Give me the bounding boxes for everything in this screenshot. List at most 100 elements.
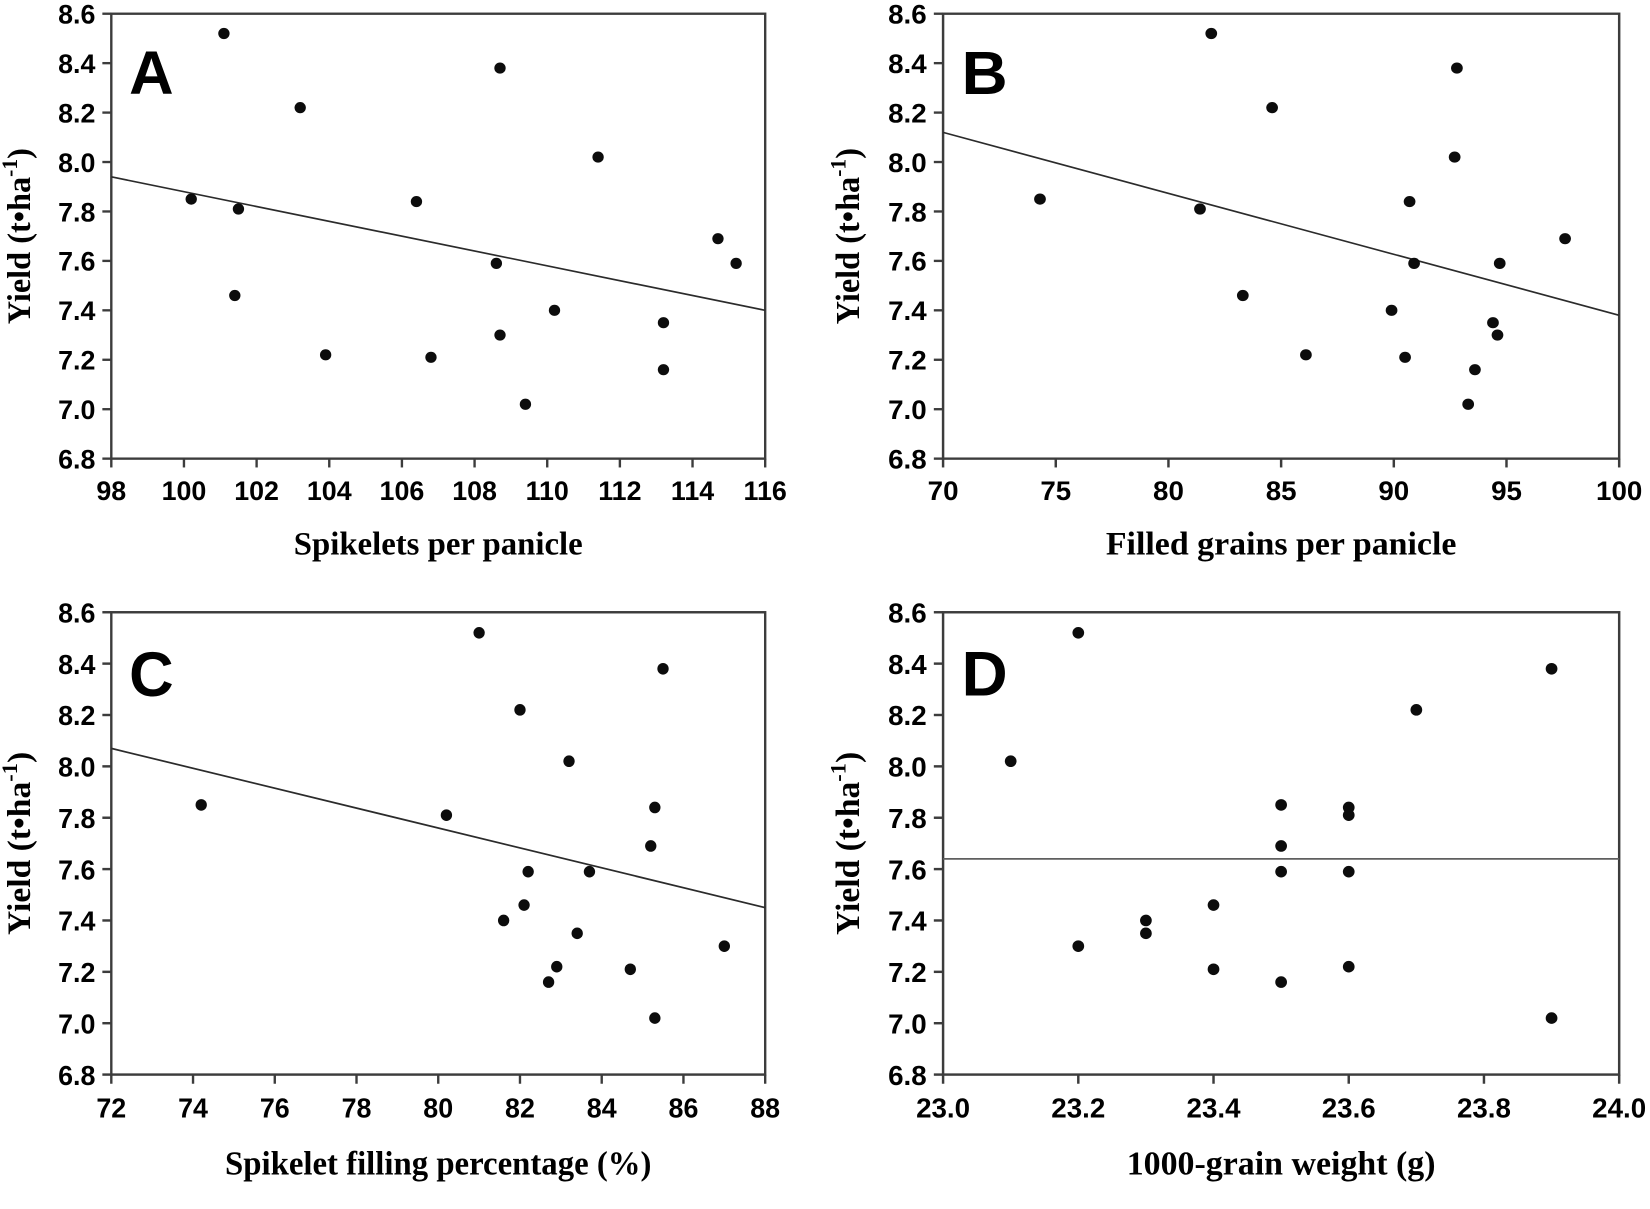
trend-line — [111, 747, 766, 909]
data-point — [1300, 349, 1312, 361]
x-tick-label: 80 — [423, 1092, 453, 1123]
data-point — [592, 151, 604, 163]
data-point — [1072, 626, 1085, 639]
x-tick-label: 80 — [1153, 475, 1184, 505]
x-tick-label: 116 — [744, 476, 787, 506]
y-tick-label: 7.6 — [888, 854, 927, 885]
panel-C: 72 74 76 78 80 82 84 86 88 6.8 7.0 7.2 7.4 7.6 7.8 8.0… — [0, 598, 795, 1209]
y-tick-label: 7.4 — [888, 296, 927, 326]
data-point — [649, 1012, 661, 1024]
y-axis-title-superscript: -1 — [0, 763, 22, 782]
data-point — [1207, 899, 1220, 911]
data-points — [195, 626, 730, 1024]
x-tick-label: 76 — [260, 1092, 290, 1123]
y-tick-label: 7.0 — [888, 395, 927, 425]
x-tick-label: 23.2 — [1051, 1092, 1105, 1123]
data-point — [1194, 203, 1206, 215]
data-point — [522, 865, 534, 878]
y-tick-label: 8.4 — [888, 649, 927, 680]
data-point — [1207, 963, 1220, 976]
y-axis-title-superscript: -1 — [0, 159, 22, 177]
scatter-plot-filled-grains: 70 75 80 85 90 95 100 6.8 7.0 7.2 7.4 7.6 7.8 8.0 8.2… — [828, 0, 1642, 562]
y-axis-ticks: 6.8 7.0 7.2 7.4 7.6 7.8 8.0 8.2 8.4 8.6 — [888, 0, 944, 474]
data-point — [1034, 193, 1046, 205]
x-tick-label: 112 — [598, 476, 641, 506]
x-axis-ticks: 23.0 23.2 23.4 23.6 23.8 24.0 — [916, 1074, 1646, 1123]
x-axis-title: Spikelet filling percentage (%) — [225, 1145, 651, 1182]
data-point — [494, 62, 506, 74]
x-tick-label: 90 — [1378, 475, 1409, 505]
y-axis-title: Yield (t•ha-1) — [828, 752, 867, 935]
data-point — [657, 364, 670, 376]
y-axis-title: Yield (t•ha-1) — [0, 752, 38, 935]
data-point — [583, 865, 596, 878]
data-point — [410, 195, 423, 208]
x-tick-label: 86 — [669, 1092, 699, 1123]
x-tick-label: 106 — [380, 476, 425, 506]
data-point — [657, 317, 670, 329]
panel-letter: A — [129, 39, 173, 107]
panel-letter: C — [129, 640, 173, 710]
x-tick-label: 70 — [928, 475, 959, 505]
y-axis-title-base: Yield (t•ha — [1, 781, 38, 935]
x-tick-label: 85 — [1266, 475, 1297, 505]
x-tick-label: 23.6 — [1322, 1092, 1376, 1123]
y-tick-label: 6.8 — [58, 445, 95, 475]
data-point — [1462, 398, 1475, 410]
y-axis-title-base: Yield (t•ha — [830, 782, 867, 935]
plot-frame — [110, 12, 767, 460]
y-tick-label: 8.6 — [58, 598, 95, 629]
x-axis-title: Filled grains per panicle — [1106, 526, 1457, 562]
panel-A: 98 100 102 104 106 108 110 112 114 116 6.8 7.0 7.2 7… — [0, 0, 795, 588]
data-point — [514, 704, 526, 716]
data-point — [1399, 351, 1411, 363]
data-point — [319, 349, 332, 361]
data-point — [232, 203, 245, 215]
data-point — [494, 329, 506, 341]
y-tick-label: 7.2 — [58, 957, 95, 988]
y-axis-title-end: ) — [830, 752, 867, 763]
y-tick-label: 7.0 — [58, 1008, 95, 1039]
plot-frame — [941, 12, 1621, 460]
panel-B: 70 75 80 85 90 95 100 6.8 7.0 7.2 7.4 7.6 7.8 8.0 8.2… — [828, 0, 1650, 588]
data-point — [1469, 364, 1481, 376]
y-axis-ticks: 6.8 7.0 7.2 7.4 7.6 7.8 8.0 8.2 8.4 8.6 — [58, 598, 112, 1091]
y-tick-label: 7.6 — [58, 247, 95, 277]
x-axis-ticks: 70 75 80 85 90 95 100 — [928, 458, 1642, 506]
data-point — [1448, 151, 1461, 163]
x-tick-label: 24.0 — [1592, 1092, 1646, 1123]
scatter-plot-grain-weight: 23.0 23.2 23.4 23.6 23.8 24.0 6.8 7.0 7.2 7.4 7.6… — [828, 598, 1646, 1182]
x-tick-label: 102 — [234, 476, 279, 506]
y-tick-label: 7.4 — [888, 906, 927, 937]
data-point — [1275, 865, 1287, 878]
data-point — [571, 927, 583, 940]
data-point — [649, 801, 661, 814]
x-tick-label: 104 — [307, 476, 352, 506]
data-point — [1140, 927, 1152, 940]
y-tick-label: 8.0 — [58, 148, 95, 178]
x-axis-title: Spikelets per panicle — [294, 527, 583, 563]
y-axis-title-base: Yield (t•ha — [2, 177, 38, 324]
data-point — [473, 626, 485, 639]
y-tick-label: 7.4 — [58, 296, 95, 326]
x-tick-label: 75 — [1040, 475, 1071, 505]
y-axis-title: Yield (t•ha-1) — [828, 148, 867, 324]
data-point — [1451, 62, 1463, 74]
y-tick-label: 7.6 — [58, 854, 95, 885]
data-points — [1034, 27, 1571, 410]
x-tick-label: 82 — [505, 1092, 535, 1123]
data-point — [1004, 755, 1017, 768]
y-tick-label: 8.4 — [58, 649, 95, 680]
data-point — [645, 840, 657, 852]
x-tick-label: 100 — [162, 476, 207, 506]
data-point — [1493, 257, 1506, 269]
y-tick-label: 7.8 — [888, 197, 927, 227]
data-point — [1275, 840, 1287, 852]
data-point — [563, 755, 575, 768]
y-axis-title-superscript: -1 — [828, 763, 850, 782]
data-point — [712, 233, 724, 245]
data-point — [1140, 914, 1152, 927]
data-point — [1072, 940, 1085, 952]
data-point — [730, 257, 742, 269]
data-point — [218, 27, 230, 40]
